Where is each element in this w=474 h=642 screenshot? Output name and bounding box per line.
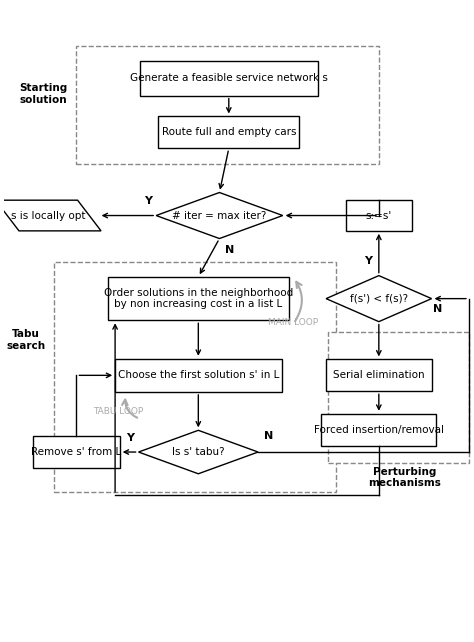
Text: N: N <box>433 304 442 314</box>
FancyBboxPatch shape <box>326 360 432 392</box>
FancyBboxPatch shape <box>140 60 318 96</box>
FancyBboxPatch shape <box>328 332 469 463</box>
Text: # iter = max iter?: # iter = max iter? <box>172 211 266 221</box>
Text: Is s' tabu?: Is s' tabu? <box>172 447 225 457</box>
FancyBboxPatch shape <box>33 436 120 468</box>
Polygon shape <box>326 275 432 322</box>
Text: Starting
solution: Starting solution <box>19 83 68 105</box>
Text: TABU LOOP: TABU LOOP <box>93 407 144 416</box>
Text: Remove s' from L: Remove s' from L <box>31 447 121 457</box>
Text: Route full and empty cars: Route full and empty cars <box>162 127 296 137</box>
Polygon shape <box>0 200 101 231</box>
Text: Y: Y <box>365 256 373 266</box>
Text: s is locally opt: s is locally opt <box>11 211 85 221</box>
FancyBboxPatch shape <box>108 277 289 320</box>
Polygon shape <box>156 193 283 239</box>
FancyBboxPatch shape <box>158 116 299 148</box>
FancyArrowPatch shape <box>295 282 302 321</box>
Text: Y: Y <box>126 433 134 442</box>
Text: f(s') < f(s)?: f(s') < f(s)? <box>350 293 408 304</box>
Text: Order solutions in the neighborhood
by non increasing cost in a list L: Order solutions in the neighborhood by n… <box>104 288 293 309</box>
FancyBboxPatch shape <box>115 359 282 392</box>
FancyBboxPatch shape <box>321 413 436 446</box>
Text: Choose the first solution s' in L: Choose the first solution s' in L <box>118 370 279 380</box>
Text: Perturbing
mechanisms: Perturbing mechanisms <box>368 467 441 489</box>
FancyArrowPatch shape <box>122 399 137 418</box>
Text: s:=s': s:=s' <box>366 211 392 221</box>
Text: Tabu
search: Tabu search <box>7 329 46 351</box>
Text: N: N <box>225 245 234 255</box>
FancyBboxPatch shape <box>346 200 411 231</box>
Text: Generate a feasible service network s: Generate a feasible service network s <box>130 73 328 83</box>
FancyBboxPatch shape <box>55 262 336 492</box>
Text: N: N <box>264 431 273 441</box>
FancyBboxPatch shape <box>76 46 379 164</box>
Text: Serial elimination: Serial elimination <box>333 370 425 380</box>
Text: MAIN LOOP: MAIN LOOP <box>268 318 319 327</box>
Text: Forced insertion/removal: Forced insertion/removal <box>314 424 444 435</box>
Polygon shape <box>138 430 258 474</box>
Text: Y: Y <box>144 196 152 206</box>
